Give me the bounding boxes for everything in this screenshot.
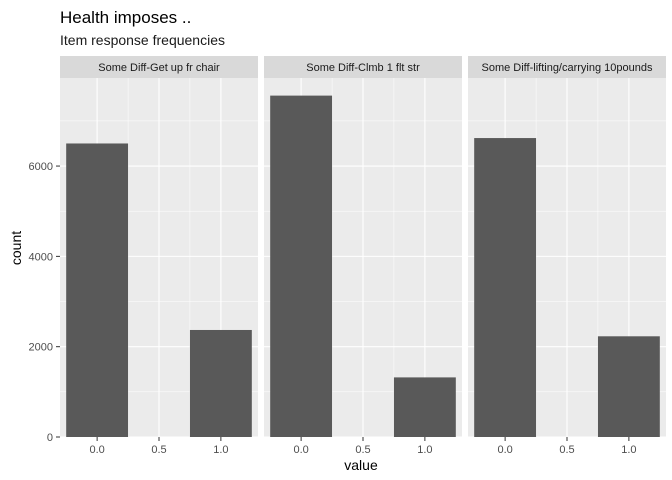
bar	[474, 138, 537, 437]
facet-strip-label: Some Diff-lifting/carrying 10pounds	[482, 62, 653, 74]
chart-title: Health imposes ..	[60, 8, 191, 27]
x-tick-label: 0.0	[497, 444, 512, 456]
facet-panel-2: Some Diff-Clmb 1 flt str 0.0 0.5 1.0	[264, 56, 462, 456]
facet-strip	[468, 56, 666, 78]
x-tick-label: 0.0	[293, 444, 308, 456]
facet-strip	[264, 56, 462, 78]
facet-panel-3: Some Diff-lifting/carrying 10pounds 0.0 0.…	[468, 56, 666, 456]
x-tick-label: 0.5	[151, 444, 166, 456]
x-tick-label: 1.0	[213, 444, 228, 456]
y-tick-label: 4000	[29, 251, 53, 263]
y-tick-label: 2000	[29, 342, 53, 354]
bar	[189, 329, 252, 437]
facet-panel-1: Some Diff-Get up fr chair 0.0 0.5 1.0	[60, 56, 258, 456]
x-tick-label: 0.5	[559, 444, 574, 456]
chart-subtitle: Item response frequencies	[60, 32, 225, 48]
x-tick-label: 1.0	[417, 444, 432, 456]
bar	[270, 95, 333, 437]
x-tick-label: 0.5	[355, 444, 370, 456]
facet-strip-label: Some Diff-Clmb 1 flt str	[306, 62, 420, 74]
y-tick-label: 0	[47, 432, 53, 444]
y-axis-title: count	[8, 231, 24, 265]
bar	[66, 143, 129, 438]
x-axis-title: value	[344, 457, 378, 473]
facet-strip	[60, 56, 258, 78]
x-tick-label: 1.0	[621, 444, 636, 456]
x-tick-label: 0.0	[89, 444, 104, 456]
facet-strip-label: Some Diff-Get up fr chair	[98, 62, 220, 74]
bar	[597, 336, 660, 437]
y-tick-label: 6000	[29, 161, 53, 173]
facet-panels: 0 2000 4000 6000 Some Diff-Get up fr chair 0.…	[29, 56, 666, 456]
bar	[393, 377, 456, 437]
